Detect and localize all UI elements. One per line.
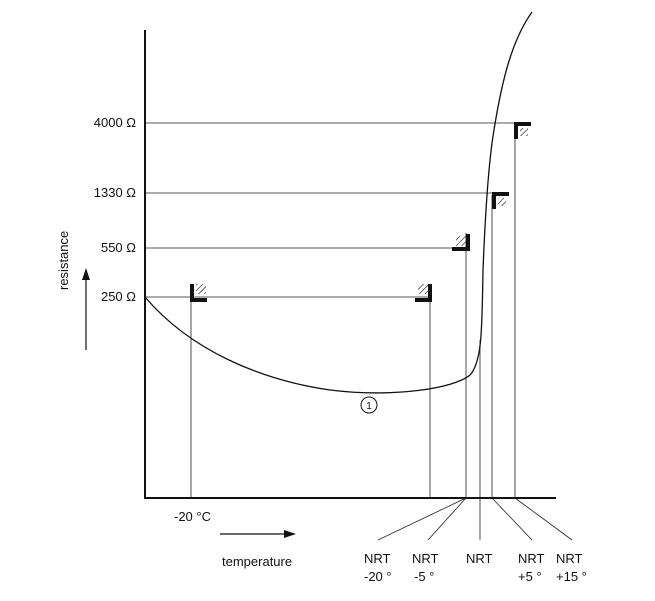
nrt-label-minus20: NRT -20 ° [364,551,392,584]
bracket-marker-nrt-minus20 [415,284,432,302]
bracket-marker-minus20c [190,284,207,302]
y-axis-arrow [82,268,90,350]
svg-text:-20 °: -20 ° [364,569,392,584]
leader-nrt-plus5 [491,497,533,541]
leader-nrt-plus15 [514,497,573,541]
bracket-marker-nrt-minus5 [452,234,470,251]
curve-number-circle [360,396,378,414]
resistance-curve [144,11,533,394]
x-axis-label: temperature [222,554,292,569]
curve-number-label: 1 [366,401,372,412]
temperature-mark-label: -20 °C [174,509,211,524]
svg-text:NRT: NRT [518,551,545,566]
level-label-250: 250 Ω [101,289,136,304]
bracket-marker-nrt-plus5 [492,192,509,209]
svg-text:+5 °: +5 ° [518,569,542,584]
svg-text:NRT: NRT [466,551,493,566]
nrt-label-plus5: NRT +5 ° [518,551,545,584]
level-label-550: 550 Ω [101,240,136,255]
level-label-4000: 4000 Ω [94,115,137,130]
leader-nrt-minus20 [377,497,467,541]
leader-nrt-minus5 [427,497,467,541]
svg-text:+15 °: +15 ° [556,569,587,584]
level-label-1330: 1330 Ω [94,185,137,200]
svg-text:NRT: NRT [364,551,391,566]
svg-text:NRT: NRT [412,551,439,566]
nrt-label-center: NRT [466,551,493,566]
svg-text:-5 °: -5 ° [414,569,434,584]
nrt-label-minus5: NRT -5 ° [412,551,439,584]
x-axis-arrow [220,530,296,538]
nrt-label-plus15: NRT +15 ° [556,551,587,584]
bracket-marker-nrt-plus15 [514,122,531,139]
y-axis-label: resistance [56,231,71,290]
svg-text:NRT: NRT [556,551,583,566]
